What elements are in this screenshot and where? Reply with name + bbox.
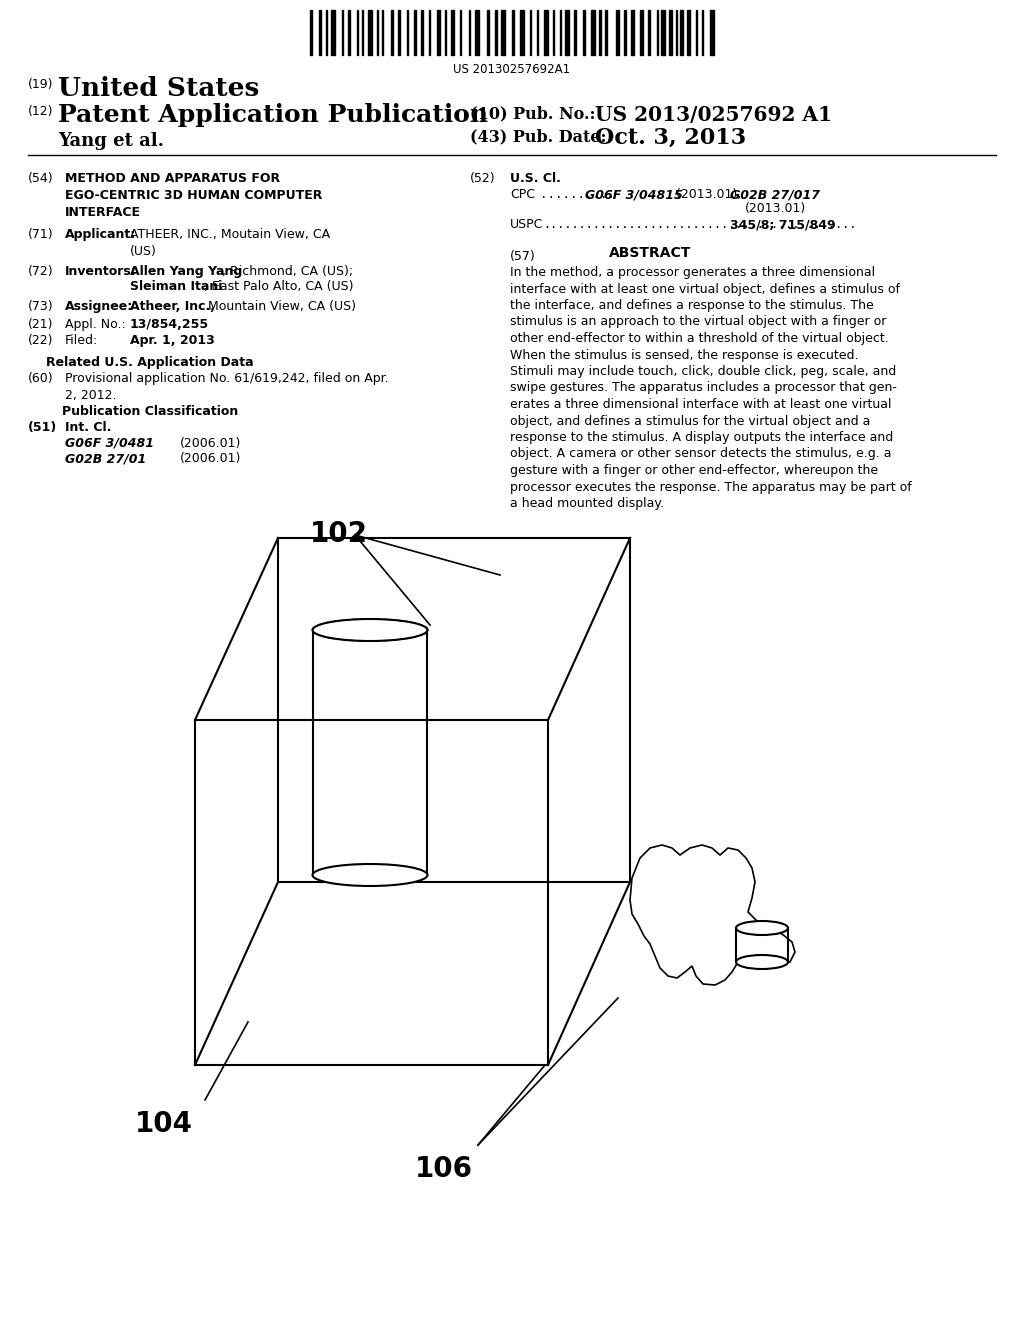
Bar xyxy=(616,11,618,55)
Text: (2006.01): (2006.01) xyxy=(180,451,242,465)
Bar xyxy=(565,11,569,55)
Bar xyxy=(662,11,665,55)
Text: Related U.S. Application Data: Related U.S. Application Data xyxy=(46,356,254,370)
Text: (60): (60) xyxy=(28,372,53,385)
Text: ............................................: ........................................… xyxy=(543,218,856,231)
Text: Sleiman Itani: Sleiman Itani xyxy=(130,280,222,293)
Text: In the method, a processor generates a three dimensional
interface with at least: In the method, a processor generates a t… xyxy=(510,267,911,510)
Text: (57): (57) xyxy=(510,249,536,263)
Text: (73): (73) xyxy=(28,300,53,313)
Text: Provisional application No. 61/619,242, filed on Apr.
2, 2012.: Provisional application No. 61/619,242, … xyxy=(65,372,389,403)
Bar xyxy=(487,11,489,55)
Text: (71): (71) xyxy=(28,228,53,242)
Text: Applicant:: Applicant: xyxy=(65,228,136,242)
Text: 13/854,255: 13/854,255 xyxy=(130,318,209,331)
Text: 345/8; 715/849: 345/8; 715/849 xyxy=(730,218,836,231)
Bar xyxy=(421,11,423,55)
Bar xyxy=(501,11,505,55)
Bar xyxy=(310,11,312,55)
Ellipse shape xyxy=(736,921,788,935)
Text: Mountain View, CA (US): Mountain View, CA (US) xyxy=(204,300,356,313)
Text: CPC: CPC xyxy=(510,187,535,201)
Bar xyxy=(319,11,321,55)
Text: G06F 3/04815: G06F 3/04815 xyxy=(585,187,683,201)
Bar xyxy=(414,11,416,55)
Text: Inventors:: Inventors: xyxy=(65,265,137,279)
Bar xyxy=(680,11,683,55)
Bar xyxy=(475,11,479,55)
Text: (54): (54) xyxy=(28,172,53,185)
Text: ..........: .......... xyxy=(540,187,615,201)
Bar xyxy=(624,11,626,55)
Text: Yang et al.: Yang et al. xyxy=(58,132,164,150)
Text: United States: United States xyxy=(58,77,259,102)
Bar xyxy=(583,11,585,55)
Text: USPC: USPC xyxy=(510,218,544,231)
Bar xyxy=(348,11,350,55)
Text: G02B 27/01: G02B 27/01 xyxy=(65,451,146,465)
Text: ATHEER, INC., Moutain View, CA
(US): ATHEER, INC., Moutain View, CA (US) xyxy=(130,228,330,257)
Text: (43) Pub. Date:: (43) Pub. Date: xyxy=(470,128,606,145)
Text: (2013.01);: (2013.01); xyxy=(672,187,741,201)
Text: Patent Application Publication: Patent Application Publication xyxy=(58,103,488,127)
Bar xyxy=(640,11,643,55)
Bar xyxy=(605,11,607,55)
Text: (2006.01): (2006.01) xyxy=(180,437,242,450)
Text: (21): (21) xyxy=(28,318,53,331)
Text: US 20130257692A1: US 20130257692A1 xyxy=(454,63,570,77)
Bar xyxy=(512,11,514,55)
Text: Filed:: Filed: xyxy=(65,334,98,347)
Text: Int. Cl.: Int. Cl. xyxy=(65,421,112,434)
Text: ABSTRACT: ABSTRACT xyxy=(609,246,691,260)
Bar xyxy=(710,11,714,55)
Text: Allen Yang Yang: Allen Yang Yang xyxy=(130,265,243,279)
Bar xyxy=(520,11,524,55)
Bar xyxy=(398,11,400,55)
Ellipse shape xyxy=(736,954,788,969)
Text: G02B 27/017: G02B 27/017 xyxy=(730,187,820,201)
Text: (72): (72) xyxy=(28,265,53,279)
Text: Publication Classification: Publication Classification xyxy=(61,405,239,418)
Bar xyxy=(687,11,690,55)
Text: (52): (52) xyxy=(470,172,496,185)
Text: (19): (19) xyxy=(28,78,53,91)
Bar xyxy=(451,11,454,55)
Text: (22): (22) xyxy=(28,334,53,347)
Bar xyxy=(495,11,497,55)
Text: (51): (51) xyxy=(28,421,57,434)
Text: US 2013/0257692 A1: US 2013/0257692 A1 xyxy=(595,106,831,125)
Text: (12): (12) xyxy=(28,106,53,117)
Bar xyxy=(591,11,595,55)
Bar xyxy=(368,11,372,55)
Text: (10) Pub. No.:: (10) Pub. No.: xyxy=(470,106,596,121)
Bar xyxy=(391,11,393,55)
Text: Apr. 1, 2013: Apr. 1, 2013 xyxy=(130,334,215,347)
Text: , East Palo Alto, CA (US): , East Palo Alto, CA (US) xyxy=(204,280,353,293)
Bar xyxy=(544,11,548,55)
Bar xyxy=(631,11,634,55)
Text: 106: 106 xyxy=(415,1155,473,1183)
Text: Atheer, Inc.,: Atheer, Inc., xyxy=(130,300,215,313)
Text: Assignee:: Assignee: xyxy=(65,300,133,313)
Text: , Richmond, CA (US);: , Richmond, CA (US); xyxy=(222,265,353,279)
Text: METHOD AND APPARATUS FOR
EGO-CENTRIC 3D HUMAN COMPUTER
INTERFACE: METHOD AND APPARATUS FOR EGO-CENTRIC 3D … xyxy=(65,172,323,219)
Bar xyxy=(437,11,440,55)
Text: Appl. No.:: Appl. No.: xyxy=(65,318,126,331)
Text: G06F 3/0481: G06F 3/0481 xyxy=(65,437,154,450)
Text: 102: 102 xyxy=(310,520,368,548)
Text: (2013.01): (2013.01) xyxy=(745,202,806,215)
Bar xyxy=(574,11,575,55)
Ellipse shape xyxy=(312,619,427,642)
Text: 104: 104 xyxy=(135,1110,193,1138)
Ellipse shape xyxy=(312,865,427,886)
Text: U.S. Cl.: U.S. Cl. xyxy=(510,172,561,185)
Bar xyxy=(648,11,650,55)
Text: Oct. 3, 2013: Oct. 3, 2013 xyxy=(595,127,746,149)
Bar xyxy=(331,11,335,55)
Bar xyxy=(669,11,672,55)
Bar xyxy=(599,11,601,55)
